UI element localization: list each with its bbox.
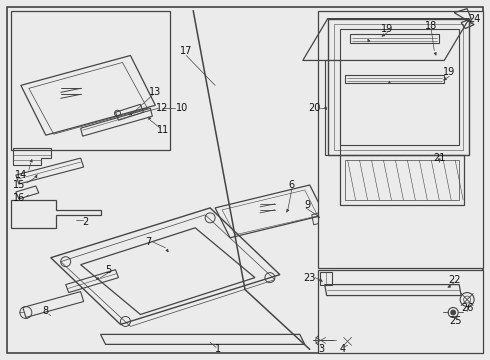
Text: 13: 13 — [149, 87, 162, 97]
Text: 2: 2 — [82, 217, 89, 227]
Text: 7: 7 — [145, 237, 151, 247]
Circle shape — [451, 310, 456, 315]
Text: 3: 3 — [318, 345, 325, 354]
Polygon shape — [11, 200, 100, 228]
Text: 16: 16 — [13, 193, 25, 203]
Bar — [318, 270, 483, 353]
Text: 1: 1 — [215, 345, 221, 354]
Text: 24: 24 — [468, 14, 480, 24]
Text: 19: 19 — [443, 67, 455, 77]
Text: 15: 15 — [13, 180, 25, 190]
Text: 9: 9 — [305, 200, 311, 210]
Text: 10: 10 — [176, 103, 188, 113]
Text: 18: 18 — [425, 21, 438, 31]
Text: 4: 4 — [340, 345, 345, 354]
Text: 21: 21 — [433, 153, 445, 163]
Text: 14: 14 — [15, 170, 27, 180]
Text: 8: 8 — [43, 306, 49, 316]
Text: 23: 23 — [304, 273, 316, 283]
Text: 25: 25 — [449, 316, 462, 327]
Text: 19: 19 — [381, 24, 393, 33]
Text: 26: 26 — [461, 302, 473, 312]
Bar — [318, 11, 483, 268]
Text: 6: 6 — [289, 180, 295, 190]
Text: 11: 11 — [157, 125, 170, 135]
Bar — [11, 11, 171, 150]
Text: 5: 5 — [105, 265, 112, 275]
Text: 20: 20 — [309, 103, 321, 113]
Text: 22: 22 — [448, 275, 461, 285]
Text: 12: 12 — [156, 103, 169, 113]
Text: 17: 17 — [180, 45, 193, 55]
